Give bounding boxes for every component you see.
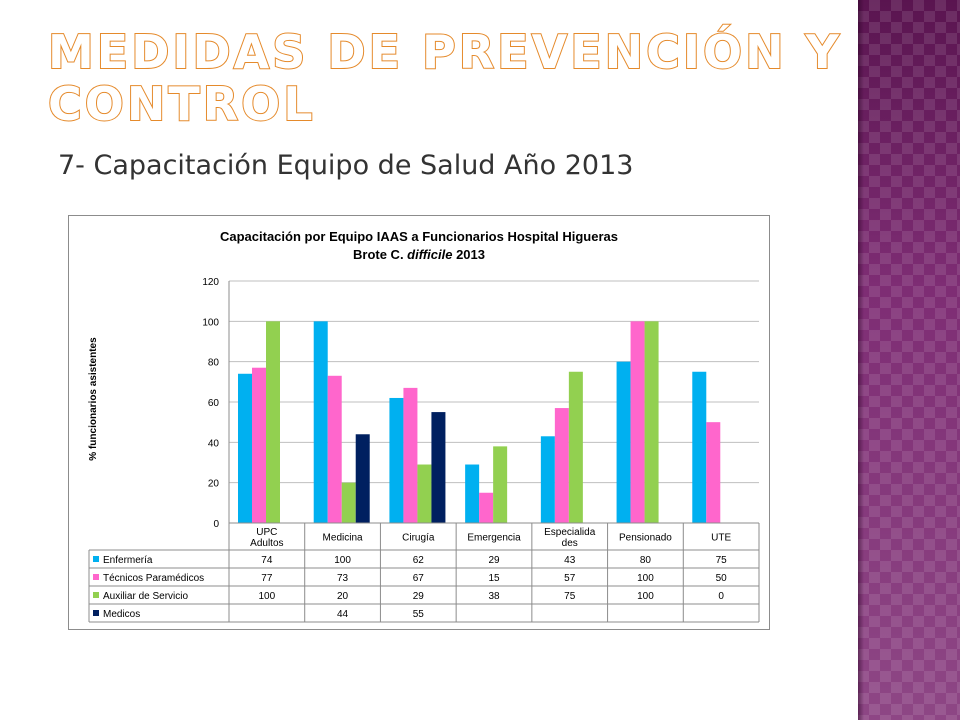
table-cell-value: 57 (564, 573, 576, 584)
category-label: Emergencia (467, 533, 521, 544)
table-cell-value: 20 (337, 591, 349, 602)
chart-title-prefix: Brote C. (353, 247, 407, 262)
bar-chart: Capacitación por Equipo IAAS a Funcionar… (88, 229, 760, 623)
bar (630, 321, 645, 523)
table-cell-value: 29 (413, 591, 425, 602)
table-cell-value: 75 (564, 591, 576, 602)
category-label: Cirugía (402, 533, 435, 544)
bar (465, 464, 480, 523)
table-cell-value: 15 (488, 573, 500, 584)
bar (313, 321, 328, 523)
chart-container: Capacitación por Equipo IAAS a Funcionar… (68, 215, 770, 630)
legend-swatch (93, 574, 99, 580)
chart-title-line-2: Brote C. difficile 2013 (353, 247, 485, 262)
y-tick-label: 80 (208, 358, 220, 369)
y-axis-ticks: 0 20 40 60 80 100 120 (202, 277, 219, 530)
table-cell-value: 77 (261, 573, 273, 584)
bar (706, 422, 721, 523)
category-label: Especialida (544, 527, 596, 538)
category-label: Pensionado (619, 533, 672, 544)
table-cell-value: 43 (564, 555, 576, 566)
bar (540, 436, 555, 523)
bar (417, 464, 432, 523)
table-cell-value: 62 (413, 555, 425, 566)
bar (644, 321, 659, 523)
table-cell-value: 100 (259, 591, 276, 602)
bar (327, 375, 342, 523)
y-axis-label: % funcionarios asistentes (88, 337, 99, 461)
category-label: UTE (711, 533, 731, 544)
table-cell-value: 55 (413, 609, 425, 620)
table-cell-value: 100 (637, 591, 654, 602)
table-cell-value: 100 (637, 573, 654, 584)
chart-title-line-1: Capacitación por Equipo IAAS a Funcionar… (220, 229, 618, 244)
slide-title-line-2: Control (47, 77, 316, 131)
bar (355, 434, 370, 523)
bar (479, 492, 494, 523)
table-cell-value: 38 (488, 591, 500, 602)
slide-title-line-1: Medidas de Prevención y (47, 25, 842, 79)
category-label: des (562, 538, 578, 549)
table-cell-value: 73 (337, 573, 349, 584)
bar (341, 482, 356, 523)
series-name: Técnicos Paramédicos (103, 573, 204, 584)
bar (403, 387, 418, 523)
table-cell-value: 75 (716, 555, 728, 566)
bar (266, 321, 280, 523)
y-tick-label: 40 (208, 438, 220, 449)
legend-swatch (93, 610, 99, 616)
series-name: Auxiliar de Servicio (103, 591, 188, 602)
y-tick-label: 20 (208, 479, 220, 490)
chart-title-italic: difficile (407, 247, 452, 262)
bar (616, 361, 631, 523)
y-tick-label: 120 (202, 277, 219, 288)
decorative-side-panel (858, 0, 960, 720)
bar (692, 371, 707, 523)
bar (238, 373, 252, 523)
bar (554, 408, 569, 523)
table-cell-value: 100 (334, 555, 351, 566)
bars (238, 321, 721, 523)
legend-swatch (93, 592, 99, 598)
bar (568, 371, 583, 523)
table-cell-value: 80 (640, 555, 652, 566)
bar (252, 367, 266, 523)
bar (493, 446, 508, 523)
category-label: Adultos (250, 538, 283, 549)
series-name: Enfermería (103, 555, 153, 566)
category-label: Medicina (323, 533, 363, 544)
y-tick-label: 100 (202, 317, 219, 328)
table-cell-value: 50 (716, 573, 728, 584)
table-cell-value: 44 (337, 609, 349, 620)
series-name: Medicos (103, 609, 140, 620)
table-cell-value: 29 (488, 555, 500, 566)
y-tick-label: 60 (208, 398, 220, 409)
slide-subtitle: 7- Capacitación Equipo de Salud Año 2013 (58, 150, 634, 181)
table-cell-value: 0 (718, 591, 724, 602)
y-tick-label: 0 (213, 519, 219, 530)
chart-title-suffix: 2013 (452, 247, 485, 262)
table-cell-value: 74 (261, 555, 273, 566)
slide-title: Medidas de Prevención y Control (47, 25, 848, 131)
bar (389, 397, 404, 523)
table-cell-value: 67 (413, 573, 425, 584)
bar (431, 412, 446, 523)
legend-swatch (93, 556, 99, 562)
category-label: UPC (256, 527, 277, 538)
